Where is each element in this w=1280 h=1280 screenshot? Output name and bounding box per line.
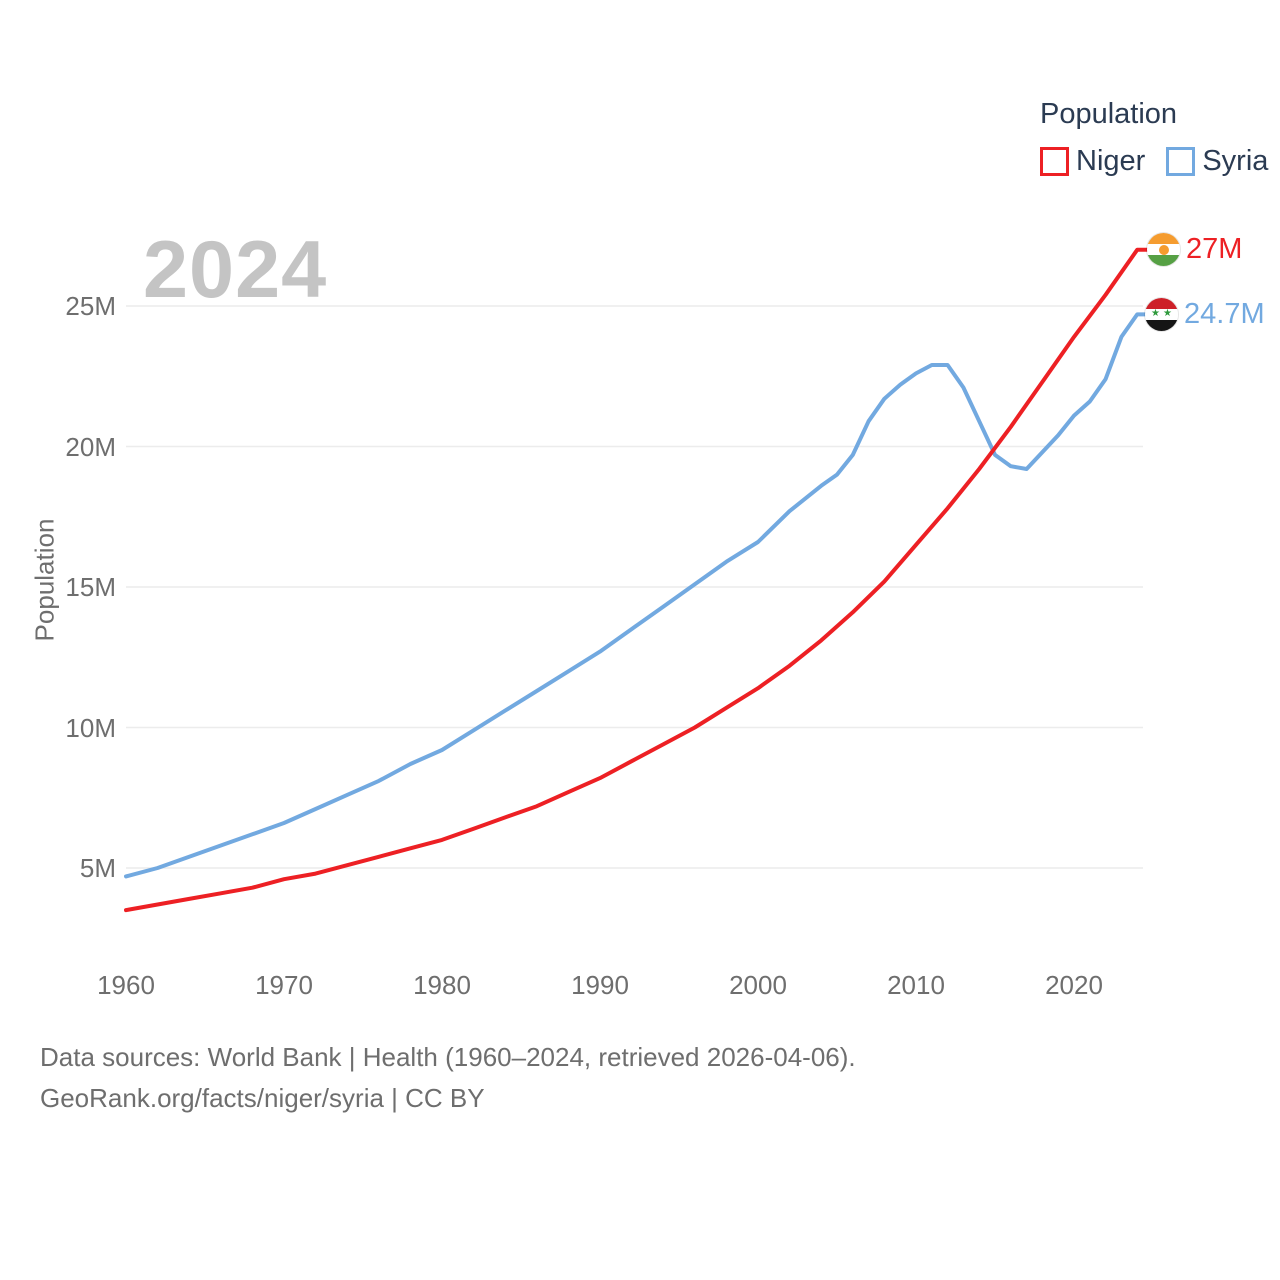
x-tick-label: 1980 xyxy=(413,970,471,1000)
legend-item-niger[interactable]: Niger xyxy=(1040,145,1145,178)
legend-swatch-niger-icon xyxy=(1040,147,1069,176)
legend-item-syria[interactable]: Syria xyxy=(1166,145,1268,178)
legend-items: Niger Syria xyxy=(1040,145,1268,178)
niger-series-line xyxy=(124,247,1149,913)
y-tick-label: 5M xyxy=(79,853,116,883)
niger-end-label: 27M xyxy=(1147,233,1243,267)
y-tick-label: 20M xyxy=(65,431,116,462)
y-tick-label: 15M xyxy=(65,572,116,602)
legend: Population Niger Syria xyxy=(1040,98,1268,178)
x-tick-label: 1970 xyxy=(255,970,313,1000)
legend-title: Population xyxy=(1040,98,1178,130)
legend-label-niger: Niger xyxy=(1076,145,1146,177)
y-tick-label: 25M xyxy=(65,291,116,321)
legend-swatch-syria-icon xyxy=(1166,147,1196,176)
footer-attribution: GeoRank.org/facts/niger/syria | CC BY xyxy=(40,1083,485,1113)
x-tick-label: 1960 xyxy=(97,970,155,1000)
legend-label-syria: Syria xyxy=(1202,145,1269,177)
syria-end-value: 24.7M xyxy=(1184,297,1265,330)
year-watermark: 2024 xyxy=(143,225,328,315)
syria-flag-icon: ★ ★ xyxy=(1145,297,1178,331)
x-tick-label: 2020 xyxy=(1045,970,1103,1000)
x-tick-label: 2010 xyxy=(887,970,945,1000)
footer-data-sources: Data sources: World Bank | Health (1960–… xyxy=(40,1042,856,1072)
niger-flag-icon xyxy=(1147,233,1180,267)
niger-end-value: 27M xyxy=(1186,233,1243,266)
y-tick-label: 10M xyxy=(65,712,116,743)
x-tick-label: 1990 xyxy=(571,970,629,1000)
syria-series-line xyxy=(124,312,1149,879)
syria-end-label: ★ ★ 24.7M xyxy=(1145,297,1265,331)
x-tick-label: 2000 xyxy=(729,970,787,1000)
